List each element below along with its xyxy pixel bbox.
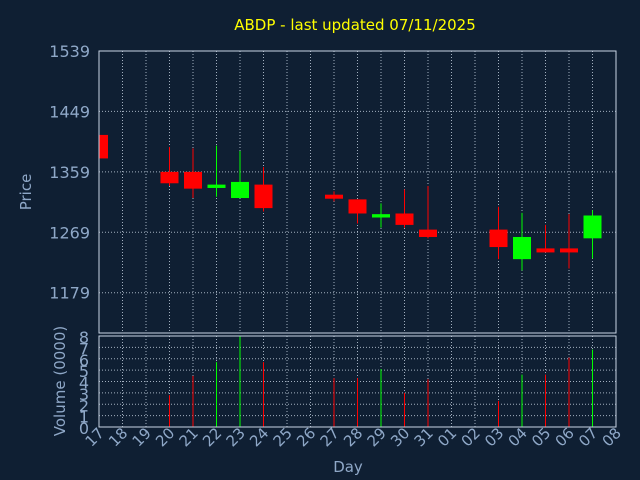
candle-body [560, 248, 578, 253]
day-tick-label: 08 [599, 424, 625, 450]
volume-tick-label: 5 [79, 362, 89, 381]
day-tick-label: 04 [505, 424, 531, 450]
day-tick-label: 23 [223, 424, 249, 450]
price-plot-frame [98, 50, 617, 334]
candle [372, 203, 390, 228]
candle [583, 210, 602, 259]
candle-body [231, 181, 249, 199]
day-tick-label: 05 [528, 424, 554, 450]
candle-body [348, 199, 367, 214]
candle [254, 167, 273, 212]
candle-body [395, 213, 414, 225]
candle-body [325, 194, 343, 199]
day-tick-label: 19 [129, 424, 155, 450]
candle-body [184, 171, 202, 189]
candle-body [207, 184, 226, 188]
candle-body [160, 171, 179, 184]
volume-plot-frame [98, 335, 617, 428]
day-tick-label: 20 [152, 424, 178, 450]
candle [160, 147, 179, 186]
candle [560, 214, 578, 269]
day-tick-label: 18 [105, 424, 131, 450]
candlestick-series [98, 134, 602, 271]
candle [489, 206, 508, 260]
chart-title: ABDP - last updated 07/11/2025 [234, 16, 476, 34]
price-tick-labels: 1179 1269 1359 1449 1539 [49, 42, 90, 303]
volume-tick-label: 8 [79, 328, 89, 347]
volume-tick-label: 7 [79, 339, 89, 358]
day-tick-label: 21 [176, 424, 202, 450]
candle [419, 185, 437, 239]
day-tick-label: 02 [458, 424, 484, 450]
volume-tick-label: 6 [79, 351, 89, 370]
candle-body [254, 184, 273, 209]
price-tick-label: 1539 [49, 42, 90, 61]
day-tick-label: 26 [293, 424, 319, 450]
candle [513, 212, 531, 271]
candle-body [513, 236, 531, 260]
candle-body [99, 134, 108, 159]
price-tick-label: 1449 [49, 102, 90, 121]
candle [348, 199, 367, 224]
day-tick-label: 30 [387, 424, 413, 450]
candle [207, 145, 226, 197]
day-axis-label: Day [333, 458, 363, 476]
day-tick-label: 29 [364, 424, 390, 450]
volume-tick-label: 0 [79, 419, 89, 438]
volume-tick-label: 1 [79, 408, 89, 427]
volume-tick-label: 3 [79, 385, 89, 404]
day-tick-label: 03 [481, 424, 507, 450]
price-axis-label: Price [17, 174, 35, 211]
candle-body [372, 214, 390, 218]
day-tick-label: 07 [575, 424, 601, 450]
candle [231, 151, 249, 199]
candle [395, 189, 414, 228]
day-tick-label: 31 [411, 424, 437, 450]
volume-axis-label: Volume (0000) [51, 326, 69, 436]
day-tick-label: 06 [552, 424, 578, 450]
candle [325, 191, 343, 202]
candle [98, 134, 108, 159]
day-tick-label: 25 [270, 424, 296, 450]
candle-body [536, 248, 555, 253]
day-tick-label: 01 [434, 424, 460, 450]
candle-body [583, 215, 602, 239]
candle-body [419, 229, 437, 237]
day-tick-label: 22 [199, 424, 225, 450]
day-tick-label: 27 [317, 424, 343, 450]
candle-body [489, 229, 508, 248]
volume-series [169, 336, 593, 427]
price-grid [98, 50, 617, 333]
price-tick-label: 1359 [49, 163, 90, 182]
candle [184, 148, 202, 199]
volume-tick-label: 2 [79, 396, 89, 415]
day-tick-label: 28 [340, 424, 366, 450]
day-tick-label: 24 [246, 424, 272, 450]
price-tick-label: 1179 [49, 284, 90, 303]
price-tick-label: 1269 [49, 223, 90, 242]
candle [536, 224, 555, 253]
day-tick-labels: 1718192021222324252627282930310102030405… [82, 424, 625, 450]
volume-tick-label: 4 [79, 374, 89, 393]
